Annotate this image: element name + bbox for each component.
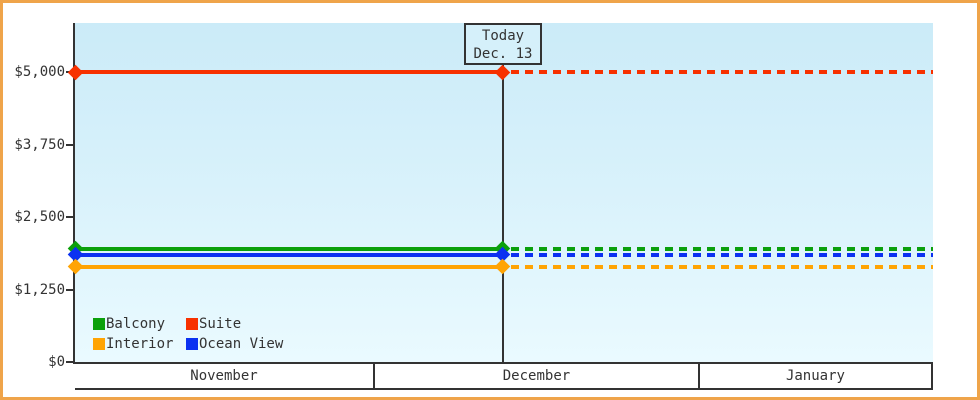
series-point-marker	[495, 64, 511, 80]
legend-item-ocean-view: Ocean View	[186, 334, 283, 354]
series-line-dashed-projection	[510, 252, 933, 257]
series-line-solid	[75, 246, 503, 251]
legend-swatch-icon	[93, 318, 105, 330]
legend: Balcony Suite Interior Ocean View	[93, 314, 283, 354]
legend-item-balcony: Balcony	[93, 314, 186, 334]
y-axis-tick-mark	[66, 143, 73, 146]
legend-swatch-icon	[186, 318, 198, 330]
y-axis-tick-label: $5,000	[14, 64, 65, 80]
x-axis-month-january: January	[697, 364, 933, 388]
legend-label: Interior	[106, 336, 174, 352]
x-axis-month-november: November	[190, 368, 258, 384]
y-axis-tick-mark	[66, 216, 73, 218]
series-line-solid	[75, 264, 503, 269]
y-axis-tick-label: $1,250	[14, 281, 65, 298]
series-line-dashed-projection	[510, 246, 933, 251]
series-line-solid	[75, 252, 503, 257]
y-axis-tick-mark	[66, 288, 73, 291]
y-axis-tick-label: $3,750	[14, 136, 65, 153]
legend-swatch-icon	[186, 338, 198, 350]
series-line-dashed-projection	[510, 264, 933, 269]
today-annotation-box: Today Dec. 13	[464, 23, 542, 65]
legend-item-interior: Interior	[93, 334, 186, 354]
today-date-label: Dec. 13	[473, 46, 533, 62]
y-axis-tick-label: $2,500	[14, 209, 65, 225]
y-axis-tick-mark	[66, 361, 73, 363]
legend-label: Ocean View	[199, 336, 284, 352]
legend-label: Balcony	[106, 316, 166, 332]
series-point-marker	[67, 259, 83, 275]
x-axis-month-december: December	[372, 364, 698, 388]
y-axis-tick-label: $0	[48, 354, 65, 370]
today-line	[501, 65, 504, 362]
legend-label: Suite	[199, 316, 242, 332]
series-point-marker	[495, 259, 511, 275]
legend-item-suite: Suite	[186, 314, 283, 334]
today-label: Today	[481, 28, 525, 44]
x-axis-month-band: November December January	[75, 364, 933, 390]
legend-swatch-icon	[93, 338, 105, 350]
series-line-solid	[75, 70, 503, 74]
plot-area	[67, 23, 933, 364]
series-point-marker	[67, 64, 83, 80]
series-line-dashed-projection	[510, 70, 933, 74]
